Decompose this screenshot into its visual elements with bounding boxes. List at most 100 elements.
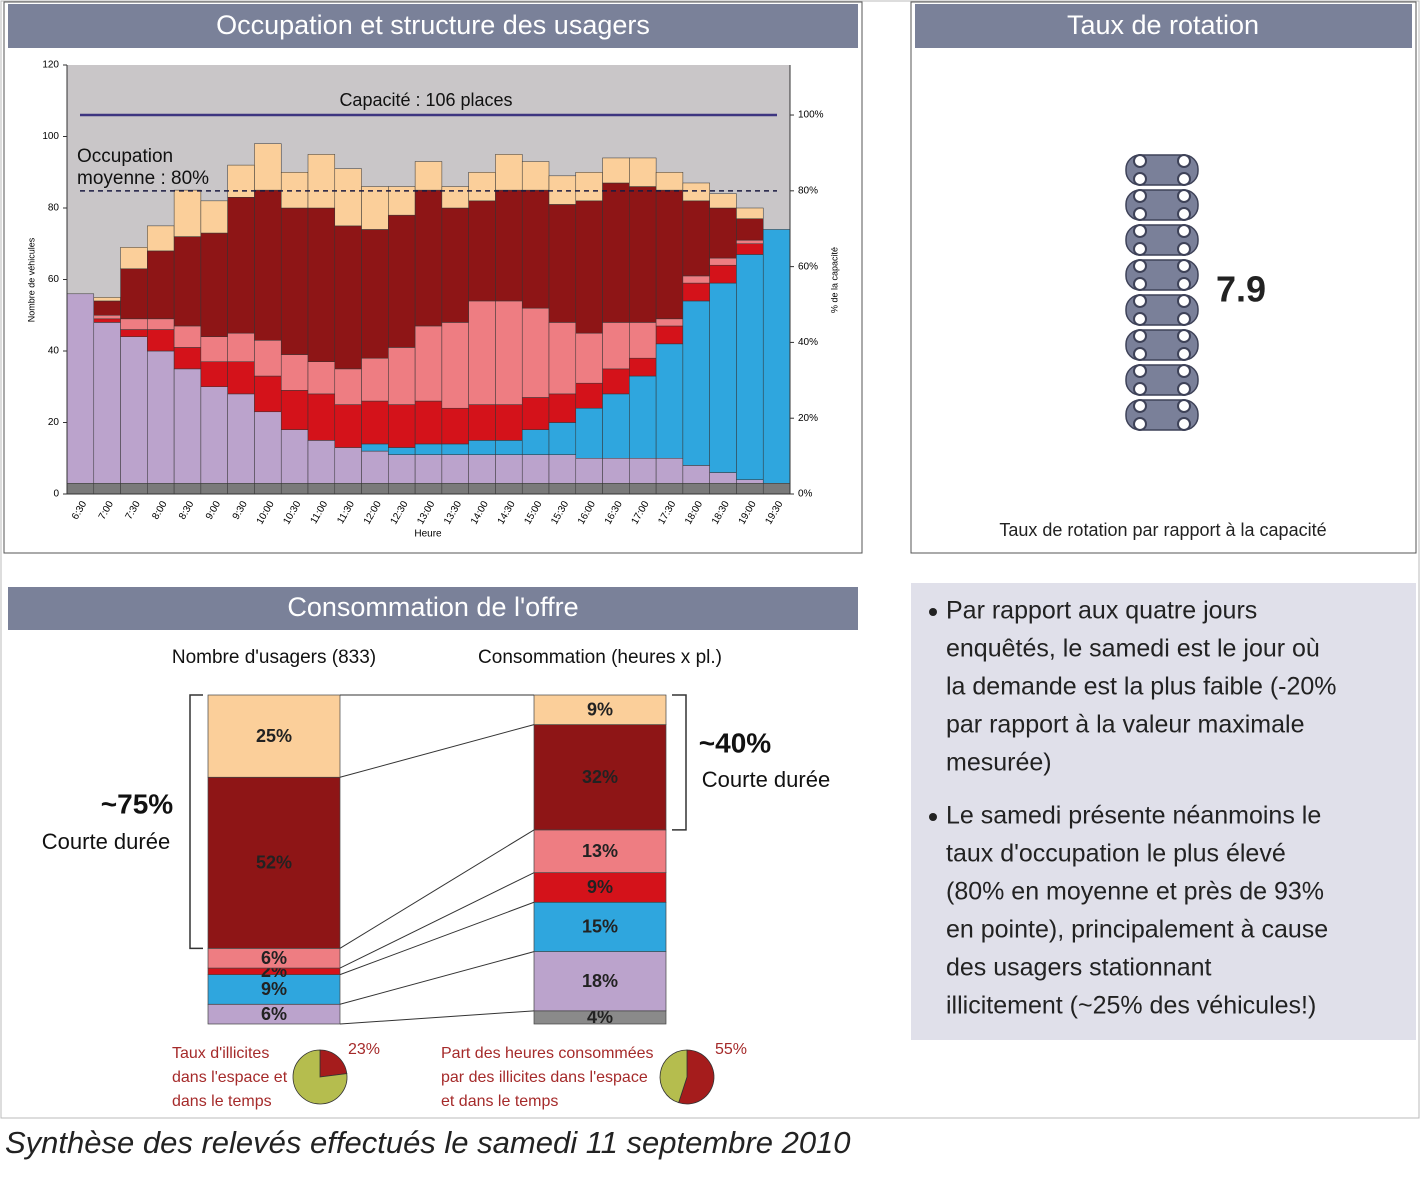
panel-title: Consommation de l'offre — [287, 592, 578, 622]
bar-segment — [575, 332, 603, 384]
bar-segment — [602, 483, 630, 495]
bar-segment — [602, 393, 630, 459]
pie-slice — [659, 1049, 688, 1104]
bar-segment — [655, 189, 684, 320]
bar-segment — [254, 189, 282, 341]
bar-segment — [388, 483, 416, 495]
reference-label: Capacité : 106 places — [339, 90, 512, 110]
bar-segment — [629, 458, 657, 484]
bar-segment — [361, 186, 389, 230]
bar-segment — [548, 454, 577, 484]
bar-segment — [200, 361, 228, 388]
note-line: taux d'occupation le plus élevé — [946, 840, 1286, 868]
bar-segment — [629, 157, 657, 187]
value-label: 55% — [715, 1041, 747, 1058]
bar-segment — [207, 974, 341, 1005]
bar-segment — [762, 483, 791, 495]
y-tick-label: 100 — [42, 131, 59, 142]
bar-segment — [307, 154, 336, 209]
bar-segment — [602, 157, 630, 184]
annotation: ~40% — [699, 727, 771, 758]
bar-segment — [548, 322, 577, 395]
bar-segment — [495, 440, 523, 455]
bar-segment — [147, 483, 175, 495]
bar-segment — [200, 483, 228, 495]
bar-segment — [709, 483, 737, 495]
footer: Synthèse des relevés effectués le samedi… — [5, 1125, 851, 1160]
bar-segment — [227, 332, 255, 362]
y2-axis-title: % de la capacité — [829, 247, 839, 313]
bar-segment — [495, 454, 523, 484]
bar-segment — [254, 340, 282, 377]
value-label: 4% — [587, 1007, 613, 1027]
bar-segment — [441, 186, 469, 209]
y-tick-label: 20 — [48, 417, 60, 428]
value-label: 6% — [261, 948, 287, 968]
bar-segment — [602, 368, 630, 395]
bar-segment — [414, 483, 443, 495]
bar-segment — [521, 189, 550, 309]
bar-segment — [254, 483, 282, 495]
y-tick-label: 0 — [53, 489, 59, 500]
bar-segment — [414, 189, 443, 327]
bar-segment — [200, 386, 228, 484]
reference-label: Occupation — [77, 146, 173, 167]
bar-segment — [575, 200, 603, 334]
bar-segment — [441, 322, 469, 409]
bar-segment — [709, 472, 737, 484]
bar-segment — [575, 382, 603, 409]
bar-segment — [388, 214, 416, 348]
bar-segment — [533, 872, 667, 903]
connector — [339, 829, 535, 949]
bar-segment — [468, 454, 496, 484]
note-line: Le samedi présente néanmoins le — [946, 802, 1321, 830]
bar-segment — [361, 229, 389, 359]
connector — [339, 872, 535, 969]
y-tick-label: 80 — [48, 203, 60, 214]
bar-segment — [200, 232, 228, 337]
bar-segment — [709, 207, 737, 259]
annotation: ~75% — [101, 788, 173, 819]
bar-segment — [361, 483, 389, 495]
reference-label: moyenne : 80% — [77, 168, 209, 189]
bar-segment — [307, 207, 336, 362]
note-line: mesurée) — [946, 749, 1052, 777]
panel-header — [8, 587, 858, 630]
bar-segment — [629, 483, 657, 495]
category-label: Consommation (heures x pl.) — [478, 647, 722, 668]
category-label: Nombre d'usagers (833) — [172, 647, 376, 668]
connector — [339, 951, 535, 1005]
bar-segment — [441, 454, 469, 484]
value-label: 15% — [582, 917, 618, 937]
y2-tick-label: 0% — [798, 489, 813, 500]
value-label: 9% — [261, 979, 287, 999]
bar-segment — [521, 429, 550, 455]
rotation-caption: Taux de rotation par rapport à la capaci… — [999, 520, 1326, 540]
bar-segment — [93, 322, 121, 484]
connector — [339, 901, 535, 976]
notes-panel — [911, 583, 1416, 1040]
bar-segment — [361, 357, 389, 402]
bar-segment — [414, 325, 443, 402]
bar-segment — [709, 282, 737, 473]
bar-segment — [361, 450, 389, 484]
bar-segment — [334, 447, 362, 484]
bar-segment — [93, 483, 121, 495]
bar-segment — [280, 429, 309, 484]
bar-segment — [93, 300, 121, 316]
y-tick-label: 40 — [48, 346, 60, 357]
value-label: 18% — [582, 971, 618, 991]
y2-tick-label: 40% — [798, 337, 818, 348]
bar-segment — [548, 483, 577, 495]
bracket — [189, 694, 203, 950]
bar-segment — [468, 483, 496, 495]
bar-segment — [629, 357, 657, 377]
note-line: par rapport à la valeur maximale — [946, 711, 1305, 739]
bar-segment — [521, 454, 550, 484]
bar-segment — [147, 329, 175, 352]
bar-segment — [280, 207, 309, 355]
bar-segment — [280, 354, 309, 391]
bar-segment — [361, 400, 389, 445]
pie-slice — [319, 1049, 348, 1078]
bar-segment — [629, 322, 657, 359]
